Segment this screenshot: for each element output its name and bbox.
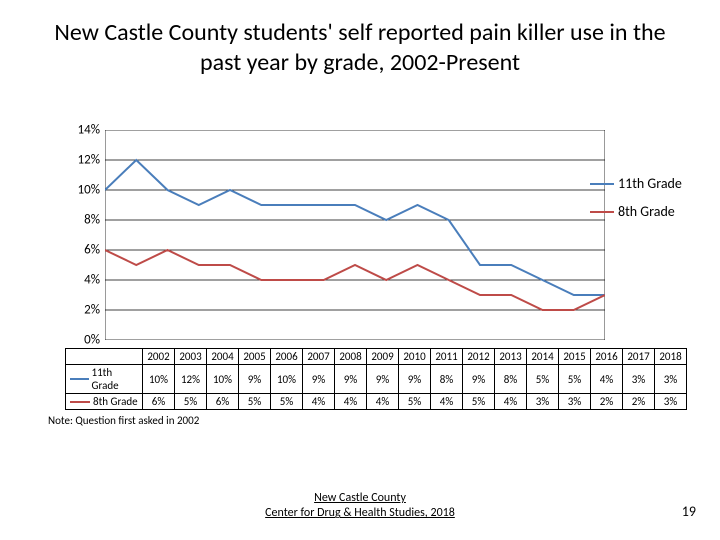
table-year-header: 2015 [559,349,591,365]
footer-attribution: New Castle County Center for Drug & Heal… [0,491,720,522]
table-cell: 9% [239,365,271,394]
y-axis-tick-label: 2% [60,303,100,318]
table-cell: 5% [271,394,303,410]
table-cell: 3% [623,365,655,394]
y-axis-tick-label: 14% [60,123,100,138]
page-number: 19 [682,503,696,520]
table-cell: 10% [143,365,175,394]
y-axis-tick-label: 10% [60,183,100,198]
table-year-header: 2008 [335,349,367,365]
table-cell: 2% [591,394,623,410]
table-row-name: 11th Grade [92,366,138,392]
table-cell: 9% [303,365,335,394]
table-row-name: 8th Grade [93,395,138,408]
table-cell: 6% [143,394,175,410]
table-year-header: 2002 [143,349,175,365]
table-year-header: 2018 [655,349,687,365]
table-cell: 9% [399,365,431,394]
line-chart [105,130,605,340]
table-cell: 12% [175,365,207,394]
table-row-swatch [70,401,90,403]
chart-area: 0%2%4%6%8%10%12%14% [105,130,605,340]
table-year-header: 2004 [207,349,239,365]
table-cell: 10% [271,365,303,394]
table-cell: 5% [527,365,559,394]
table-cell: 8% [495,365,527,394]
table-cell: 9% [367,365,399,394]
chart-title: New Castle County students' self reporte… [40,18,680,78]
legend-label: 11th Grade [618,170,682,198]
y-axis-tick-label: 6% [60,243,100,258]
y-axis-tick-label: 0% [60,333,100,348]
table-year-header: 2009 [367,349,399,365]
table-year-header: 2016 [591,349,623,365]
legend: 11th Grade8th Grade [590,170,710,226]
table-year-header: 2012 [463,349,495,365]
table-year-header: 2007 [303,349,335,365]
table-cell: 5% [239,394,271,410]
footer-line-1: New Castle County [314,491,406,505]
table-cell: 5% [399,394,431,410]
table-cell: 3% [655,365,687,394]
table-cell: 3% [527,394,559,410]
table-cell: 9% [335,365,367,394]
table-year-header: 2011 [431,349,463,365]
table-row-header: 11th Grade [66,365,143,394]
table-cell: 9% [463,365,495,394]
legend-swatch [590,211,614,213]
table-year-header: 2013 [495,349,527,365]
table-row-header: 8th Grade [66,394,143,410]
table-cell: 4% [495,394,527,410]
table-year-header: 2006 [271,349,303,365]
y-axis-tick-label: 8% [60,213,100,228]
table-cell: 4% [431,394,463,410]
table-cell: 4% [367,394,399,410]
legend-swatch [590,183,614,185]
table-cell: 4% [591,365,623,394]
table-row-swatch [70,378,89,380]
table-cell: 3% [559,394,591,410]
table-corner [66,349,143,365]
legend-item: 11th Grade [590,170,710,198]
legend-label: 8th Grade [618,198,675,226]
table-year-header: 2003 [175,349,207,365]
table-year-header: 2005 [239,349,271,365]
table-cell: 4% [303,394,335,410]
footnote: Note: Question first asked in 2002 [48,414,199,427]
table-cell: 5% [175,394,207,410]
table-cell: 2% [623,394,655,410]
table-cell: 8% [431,365,463,394]
y-axis-tick-label: 12% [60,153,100,168]
table-year-header: 2017 [623,349,655,365]
y-axis-tick-label: 4% [60,273,100,288]
legend-item: 8th Grade [590,198,710,226]
table-year-header: 2014 [527,349,559,365]
table-cell: 4% [335,394,367,410]
table-cell: 10% [207,365,239,394]
table-cell: 5% [559,365,591,394]
data-table: 2002200320042005200620072008200920102011… [65,348,687,410]
footer-line-2: Center for Drug & Health Studies, 2018 [265,506,455,520]
table-year-header: 2010 [399,349,431,365]
table-cell: 5% [463,394,495,410]
table-cell: 3% [655,394,687,410]
series-s11 [105,160,605,295]
table-cell: 6% [207,394,239,410]
